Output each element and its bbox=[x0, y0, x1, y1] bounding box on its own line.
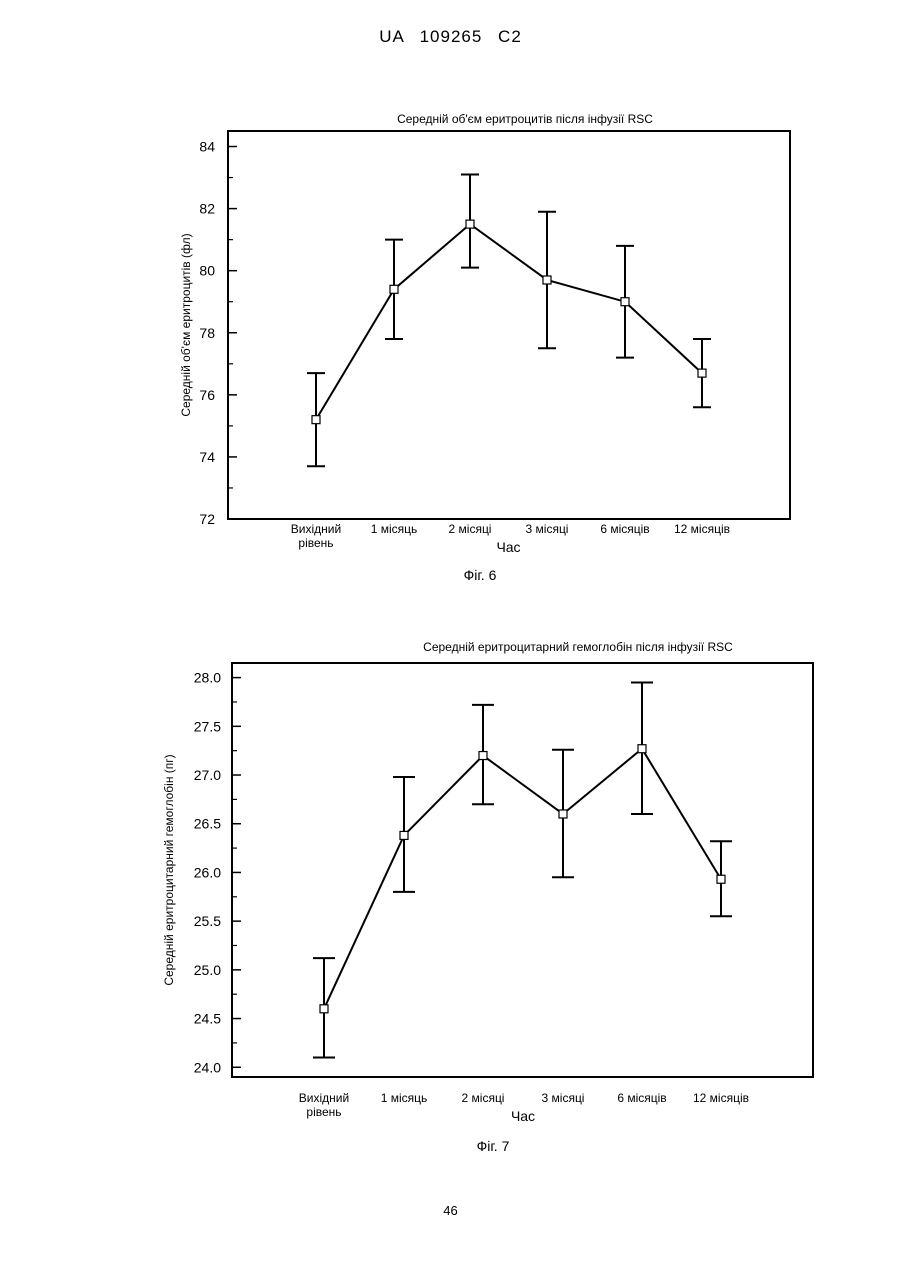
y-tick-label: 25.5 bbox=[194, 913, 221, 929]
x-category-label: Вихідний bbox=[299, 1091, 349, 1105]
y-tick-label: 28.0 bbox=[194, 670, 221, 686]
plot-frame bbox=[232, 663, 813, 1077]
x-category-label: 3 місяці bbox=[542, 1091, 585, 1105]
y-tick-label: 27.0 bbox=[194, 767, 221, 783]
y-axis-label: Середній еритроцитарний гемоглобін (пг) bbox=[162, 754, 176, 985]
y-tick-label: 26.5 bbox=[194, 816, 221, 832]
figure-caption: Фіг. 7 bbox=[477, 1138, 510, 1154]
chart-title: Середній еритроцитарний гемоглобін після… bbox=[423, 640, 733, 654]
y-tick-label: 24.5 bbox=[194, 1011, 221, 1027]
x-category-label: 2 місяці bbox=[462, 1091, 505, 1105]
data-point bbox=[559, 810, 567, 818]
series-line bbox=[324, 749, 721, 1009]
x-category-label: рівень bbox=[306, 1105, 341, 1119]
y-tick-label: 25.0 bbox=[194, 962, 221, 978]
data-point bbox=[717, 875, 725, 883]
data-point bbox=[320, 1005, 328, 1013]
data-point bbox=[479, 752, 487, 760]
page-number: 46 bbox=[0, 1203, 901, 1218]
x-category-label: 12 місяців bbox=[693, 1091, 749, 1105]
y-tick-label: 26.0 bbox=[194, 864, 221, 880]
x-category-label: 1 місяць bbox=[381, 1091, 428, 1105]
y-tick-label: 24.0 bbox=[194, 1059, 221, 1075]
y-tick-label: 27.5 bbox=[194, 718, 221, 734]
x-category-label: 6 місяців bbox=[617, 1091, 666, 1105]
data-point bbox=[400, 831, 408, 839]
x-axis-label: Час bbox=[511, 1108, 535, 1124]
data-point bbox=[638, 745, 646, 753]
figure-7-chart: Середній еритроцитарний гемоглобін після… bbox=[0, 0, 901, 1200]
